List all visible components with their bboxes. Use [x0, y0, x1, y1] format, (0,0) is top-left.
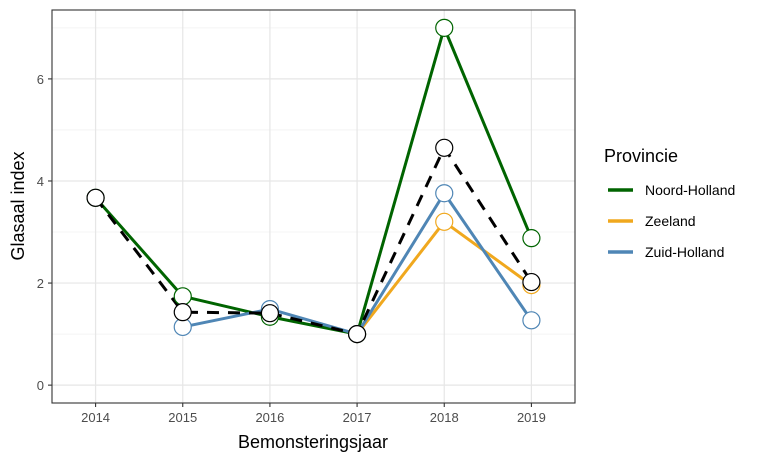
x-tick-label: 2015 [168, 410, 197, 425]
panel-border [51, 9, 576, 404]
data-point-gemiddelde [435, 138, 454, 157]
legend-title: Provincie [604, 146, 678, 166]
data-point-noord-holland [522, 229, 541, 248]
x-axis: 2014 2015 2016 2017 2018 2019 [81, 403, 546, 425]
y-tick-label: 2 [37, 276, 44, 291]
series-points [86, 18, 541, 344]
y-axis: 0 2 4 6 [37, 72, 52, 393]
x-tick-label: 2019 [517, 410, 546, 425]
panel-background [52, 10, 575, 403]
y-tick-label: 4 [37, 174, 44, 189]
x-tick-label: 2016 [255, 410, 284, 425]
data-point-zuid-holland [522, 311, 541, 330]
data-point-noord-holland [173, 287, 192, 306]
series-line-gemiddelde [94, 146, 533, 336]
legend: Provincie Noord-Holland Zeeland Zuid-Holla… [604, 146, 735, 260]
legend-item: Noord-Holland [608, 182, 735, 198]
data-point-noord-holland [435, 18, 454, 37]
x-axis-title: Bemonsteringsjaar [238, 432, 388, 452]
data-point-gemiddelde [522, 272, 541, 292]
data-point-zuid-holland [435, 184, 454, 203]
data-point-gemiddelde [347, 324, 367, 344]
y-tick-label: 6 [37, 72, 44, 87]
data-point-zeeland [435, 212, 454, 231]
data-point-gemiddelde [86, 188, 105, 207]
x-tick-label: 2018 [430, 410, 459, 425]
x-tick-label: 2017 [343, 410, 372, 425]
data-point-gemiddelde [260, 304, 280, 323]
legend-label: Noord-Holland [645, 182, 735, 198]
legend-label: Zuid-Holland [645, 244, 724, 260]
x-tick-label: 2014 [81, 410, 110, 425]
grid-lines [52, 10, 575, 403]
legend-label: Zeeland [645, 213, 696, 229]
series-line-noord-holland [94, 26, 533, 336]
y-tick-label: 0 [37, 378, 44, 393]
legend-item: Zuid-Holland [608, 244, 724, 260]
legend-item: Zeeland [608, 213, 696, 229]
data-point-gemiddelde [173, 303, 192, 322]
y-axis-title: Glasaal index [8, 151, 28, 260]
